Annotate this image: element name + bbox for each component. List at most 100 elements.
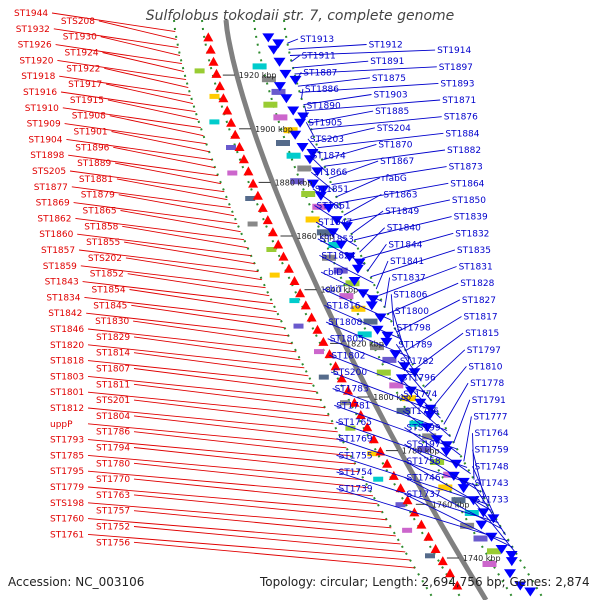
left-label-leader	[59, 75, 191, 97]
right-label-leader	[317, 132, 444, 149]
reverse-gene-arrow	[374, 313, 387, 323]
gene-feature	[247, 221, 258, 227]
reverse-gene-arrow	[524, 587, 537, 597]
left-label-leader	[133, 383, 326, 409]
right-label-leader	[315, 221, 358, 247]
forward-gene-arrow	[330, 361, 341, 371]
right-label-leader	[322, 143, 377, 161]
reverse-gene-arrow	[273, 57, 286, 67]
kbp-tick-label: 1820 kbp	[346, 339, 384, 348]
right-label-leader	[404, 477, 503, 530]
left-gene-label: STS208	[61, 17, 95, 27]
right-gene-label: ST1884	[445, 129, 479, 139]
left-label-leader	[87, 328, 297, 353]
reverse-gene-arrow	[314, 191, 327, 201]
left-label-leader	[107, 99, 199, 121]
left-gene-label: ST1814	[96, 349, 130, 359]
right-label-leader	[315, 127, 375, 143]
kbp-tick-label: 1840 kbp	[321, 286, 359, 295]
reverse-gene-arrow	[267, 45, 280, 55]
left-gene-label: ST1901	[74, 128, 108, 138]
left-gene-label: ST1830	[95, 317, 129, 327]
left-gene-label: uppP	[50, 420, 73, 430]
gene-feature	[314, 349, 324, 355]
left-label-leader	[133, 447, 360, 473]
forward-gene-arrow	[234, 142, 245, 151]
right-label-leader	[338, 182, 449, 204]
left-gene-label: ST1924	[65, 49, 99, 59]
right-gene-label: ST1882	[447, 146, 481, 156]
right-gene-label: ST1873	[449, 163, 483, 173]
gene-feature	[482, 561, 497, 567]
right-gene-label: ST1847	[318, 218, 352, 228]
right-label-leader	[400, 393, 451, 438]
right-label-leader	[328, 160, 379, 179]
right-label-leader	[390, 294, 395, 327]
right-label-leader	[343, 194, 382, 216]
left-label-leader	[106, 83, 194, 105]
forward-gene-arrow	[252, 190, 263, 200]
forward-gene-arrow	[300, 300, 311, 310]
genome-title: Sulfolobus tokodaii str. 7, complete gen…	[145, 8, 455, 24]
gene-feature	[194, 68, 205, 74]
left-label-leader	[133, 462, 369, 489]
right-gene-label: STS204	[377, 124, 411, 134]
right-gene-label: rfabG	[382, 174, 407, 184]
gene-feature	[460, 522, 475, 529]
right-label-leader	[404, 493, 513, 548]
right-gene-label: ST1844	[388, 240, 422, 250]
left-label-leader	[133, 510, 396, 537]
left-label-leader	[75, 217, 245, 241]
gene-feature	[345, 280, 360, 287]
forward-gene-arrow	[423, 531, 434, 541]
reverse-gene-arrow	[447, 471, 460, 481]
right-gene-label: ST1827	[462, 296, 496, 306]
right-gene-label: ST1777	[473, 412, 507, 422]
forward-gene-arrow	[368, 434, 379, 444]
forward-gene-arrow	[312, 324, 323, 334]
gene-feature	[312, 203, 327, 210]
left-label-leader	[133, 526, 406, 553]
right-gene-label: ST1840	[387, 224, 421, 234]
right-label-leader	[359, 227, 386, 253]
forward-gene-arrow	[267, 227, 278, 237]
right-label-leader	[307, 138, 321, 155]
forward-gene-arrow	[208, 56, 219, 66]
reverse-gene-arrow	[365, 301, 378, 311]
left-gene-label: ST1930	[63, 33, 97, 43]
reverse-gene-arrow	[398, 362, 411, 372]
right-gene-label: ST1831	[459, 263, 493, 273]
right-label-leader	[305, 99, 441, 112]
gene-feature	[402, 395, 416, 402]
kbp-tick-label: 1740 kbp	[463, 554, 501, 563]
left-label-leader	[87, 518, 401, 545]
right-gene-label: ST1802	[331, 351, 365, 361]
left-gene-label: ST1812	[50, 404, 84, 414]
right-gene-label: ST1874	[312, 152, 346, 162]
gene-feature	[402, 527, 413, 533]
left-label-leader	[127, 273, 270, 297]
left-label-leader	[87, 502, 392, 529]
left-gene-label: ST1908	[72, 112, 106, 122]
right-label-leader	[334, 404, 458, 450]
right-label-leader	[303, 94, 372, 106]
right-gene-label: ST1866	[313, 168, 347, 178]
left-gene-label: ST1889	[77, 159, 111, 169]
left-label-leader	[66, 138, 213, 161]
reverse-gene-arrow	[371, 325, 384, 335]
right-label-leader	[399, 377, 441, 419]
left-label-leader	[60, 91, 196, 113]
right-gene-label: ST1832	[455, 229, 489, 239]
left-label-leader	[133, 352, 309, 377]
right-label-leader	[404, 460, 492, 511]
right-gene-label: ST1912	[369, 41, 403, 51]
left-label-leader	[87, 360, 313, 385]
right-label-leader	[472, 499, 517, 554]
reverse-gene-arrow	[504, 569, 516, 579]
right-label-leader	[472, 466, 496, 517]
reverse-gene-arrow	[405, 386, 417, 396]
gene-feature	[318, 374, 329, 380]
gene-feature	[345, 425, 356, 431]
right-label-leader	[336, 488, 510, 542]
gene-feature	[425, 553, 435, 559]
